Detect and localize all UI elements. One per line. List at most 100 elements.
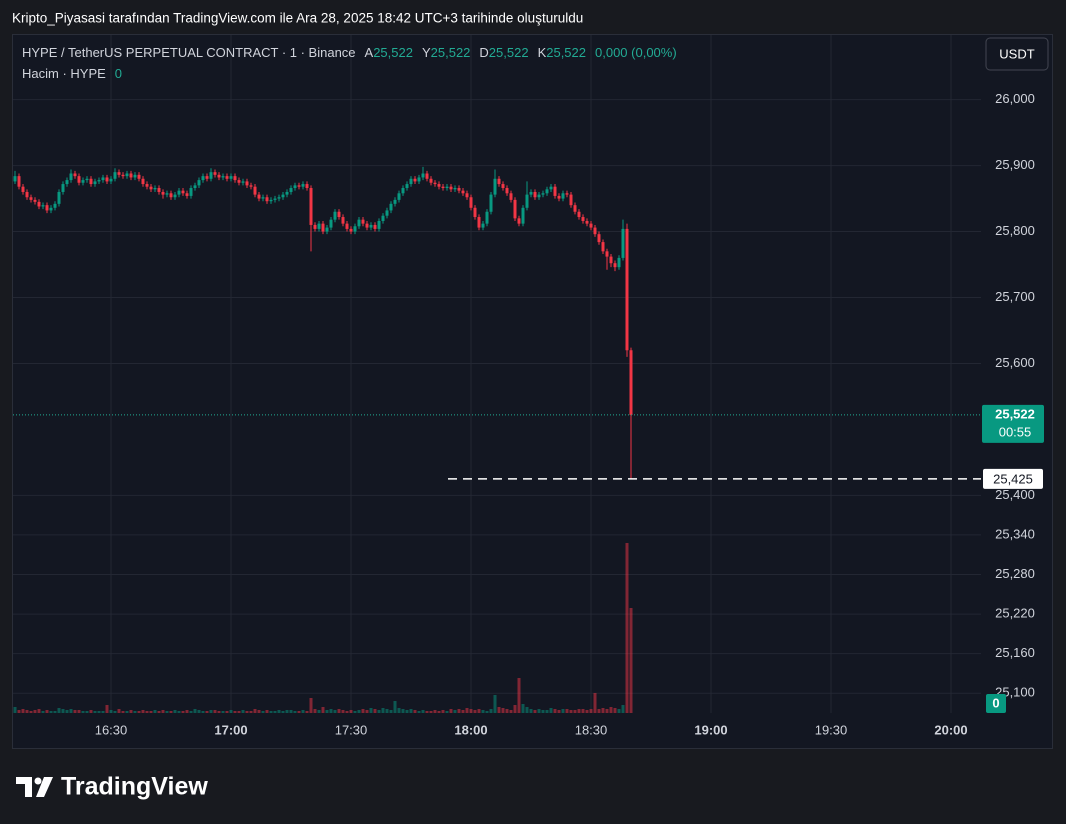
volume-bar: [129, 710, 133, 713]
candle-body: [521, 207, 525, 224]
volume-bar: [473, 710, 477, 713]
candle-body: [269, 199, 273, 202]
volume-bar: [433, 710, 437, 713]
candle-body: [197, 180, 201, 186]
volume-bar: [573, 710, 577, 713]
candle-body: [381, 215, 385, 221]
volume-bar: [169, 711, 173, 713]
volume-bar: [341, 710, 345, 713]
volume-bar: [85, 711, 89, 713]
candle-body: [513, 199, 517, 219]
volume-bar: [597, 709, 601, 713]
volume-bar: [325, 710, 329, 713]
logo-dot: [34, 777, 42, 785]
y-tick-label: 25,700: [995, 289, 1035, 304]
volume-bar: [209, 710, 213, 713]
candle-body: [289, 188, 293, 192]
candle-body: [165, 193, 169, 195]
volume-bar: [421, 710, 425, 713]
volume-bar: [121, 711, 125, 713]
volume-bar: [261, 711, 265, 713]
volume-bar: [621, 705, 625, 713]
candle-body: [97, 180, 101, 182]
candle-body: [421, 173, 425, 178]
candle-body: [613, 263, 617, 268]
candle-body: [437, 184, 441, 187]
candle-body: [193, 185, 197, 189]
volume-bar: [317, 710, 321, 713]
volume-bar: [249, 711, 253, 713]
volume-bar: [629, 608, 633, 713]
volume-bar: [21, 709, 25, 713]
volume-bar: [409, 709, 413, 713]
candle-body: [113, 172, 117, 179]
volume-bar: [45, 710, 49, 713]
volume-bar: [393, 701, 397, 713]
candle-body: [181, 190, 185, 194]
brand-logo: [16, 777, 53, 797]
candle-body: [453, 188, 457, 190]
candle-body: [21, 186, 25, 192]
volume-bar: [117, 709, 121, 713]
volume-bar: [333, 710, 337, 713]
y-tick-label: 25,900: [995, 157, 1035, 172]
candle-body: [625, 228, 629, 351]
volume-bar: [377, 710, 381, 713]
volume-bar: [417, 711, 421, 713]
candle-body: [537, 194, 541, 198]
volume-bar: [245, 711, 249, 713]
volume-legend: Hacim · HYPE 0: [22, 66, 122, 81]
candle-body: [265, 197, 269, 202]
candle-body: [593, 227, 597, 235]
candle-body: [249, 185, 253, 187]
candle-body: [393, 199, 397, 204]
ohlc-legend-value: 25,522: [489, 45, 529, 60]
candle-body: [305, 184, 309, 189]
candle-body: [61, 184, 65, 192]
candle-body: [553, 186, 557, 196]
candle-body: [133, 174, 137, 178]
candle-body: [201, 176, 205, 181]
candle-body: [385, 210, 389, 216]
candle-body: [229, 176, 233, 179]
candle-body: [65, 180, 69, 185]
volume-bar: [469, 709, 473, 713]
volume-bar: [441, 710, 445, 713]
volume-bar: [49, 711, 53, 713]
volume-bar: [233, 711, 237, 713]
candle-body: [257, 194, 261, 199]
volume-bar: [509, 710, 513, 713]
volume-bar: [57, 708, 61, 713]
candle-body: [49, 207, 53, 211]
candle-body: [465, 193, 469, 198]
volume-bar: [273, 711, 277, 713]
candle-body: [109, 178, 113, 182]
caption: Kripto_Piyasasi tarafından TradingView.c…: [12, 11, 583, 26]
candle-body: [129, 173, 133, 178]
candle-body: [405, 184, 409, 189]
ohlc-legend-value: 25,522: [373, 45, 413, 60]
volume-bar: [429, 711, 433, 713]
volume-bar: [321, 707, 325, 713]
candle-body: [581, 217, 585, 221]
candle-body: [449, 186, 453, 190]
logo-slash: [36, 777, 53, 797]
candle-body: [609, 256, 613, 264]
candle-body: [629, 350, 633, 415]
volume-bar: [489, 709, 493, 713]
volume-axis-label: 0: [992, 695, 999, 710]
legend: HYPE / TetherUS PERPETUAL CONTRACT · 1 ·…: [22, 45, 677, 60]
symbol-title: HYPE / TetherUS PERPETUAL CONTRACT · 1 ·…: [22, 45, 356, 60]
candle-body: [601, 242, 605, 252]
volume-bar: [201, 711, 205, 713]
candle-body: [57, 191, 61, 204]
volume-bar: [337, 709, 341, 713]
volume-bar: [257, 710, 261, 713]
volume-bar: [437, 711, 441, 713]
candle-body: [137, 174, 141, 179]
marked-level-label: 25,425: [993, 471, 1033, 486]
volume-bar: [545, 710, 549, 713]
candle-body: [541, 193, 545, 195]
candle-body: [565, 193, 569, 195]
candle-body: [557, 195, 561, 199]
